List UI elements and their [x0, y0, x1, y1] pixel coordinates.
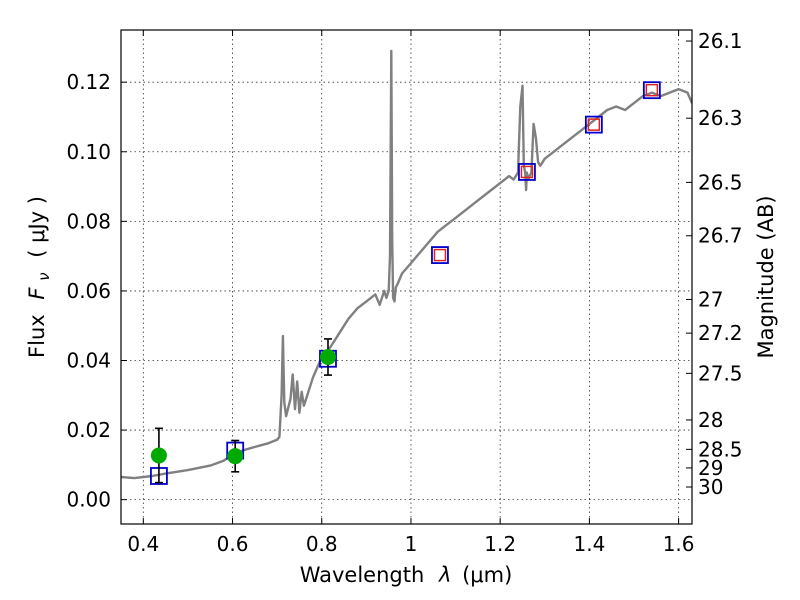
x-axis-ticks: 0.4 0.6 0.8 1 1.2 1.4 1.6 [127, 30, 695, 556]
model-photometry-inner-square [587, 118, 601, 131]
x-axis-title-unit: (μm) [462, 563, 512, 587]
model-photometry-square [584, 115, 603, 134]
y2-tick-label: 29 [698, 456, 723, 480]
y2-tick-label: 28 [698, 408, 723, 432]
y2-tick-label: 27.5 [698, 361, 743, 385]
model-photometry-square [431, 246, 449, 264]
y2-tick-label: 26.1 [698, 29, 743, 53]
y2-tick-label: 28.5 [698, 437, 743, 461]
x-axis-title-symbol: λ [438, 563, 451, 587]
y-tick-label: 0.08 [66, 209, 111, 233]
model-spectrum-line [121, 49, 692, 480]
y2-tick-label: 27.2 [698, 321, 743, 345]
y2-tick-label: 30 [698, 475, 723, 499]
model-photometry-inner-square [433, 248, 447, 262]
x-tick-label: 0.6 [217, 532, 249, 556]
y2-tick-label: 26.5 [698, 170, 743, 194]
observed-point [227, 448, 244, 465]
model-photometry-inner-square [520, 165, 534, 179]
x-tick-label: 0.8 [306, 532, 338, 556]
observed-point [319, 349, 336, 366]
y-tick-label: 0.06 [66, 279, 111, 303]
x-tick-label: 0.4 [127, 532, 159, 556]
y-tick-label: 0.10 [66, 140, 111, 164]
x-tick-label: 1.4 [573, 532, 605, 556]
grid-lines [121, 30, 692, 524]
y-axis-title-unit: ( μJy ) [25, 196, 49, 258]
y-tick-label: 0.02 [66, 418, 111, 442]
y-axis-title-symbol: F [25, 287, 49, 300]
y2-tick-label: 26.7 [698, 224, 743, 248]
x-tick-label: 1 [405, 532, 418, 556]
y-axis-ticks: 0.00 0.02 0.04 0.06 0.08 0.10 0.12 [66, 70, 127, 512]
y2-axis-title: Magnitude (AB) [754, 195, 778, 358]
y-tick-label: 0.12 [66, 70, 111, 94]
model-photometry-square [642, 81, 661, 100]
x-axis-title: Wavelength λ (μm) [300, 563, 513, 587]
model-photometry-square [518, 163, 536, 181]
x-axis-title-prefix: Wavelength [300, 563, 425, 587]
model-photometry-inner-square [645, 83, 659, 97]
y-tick-label: 0.04 [66, 348, 111, 372]
y-axis-title-prefix: Flux [25, 314, 49, 358]
x-tick-label: 1.2 [484, 532, 516, 556]
y2-tick-label: 27 [698, 287, 723, 311]
x-tick-label: 1.6 [663, 532, 695, 556]
y-tick-label: 0.00 [66, 488, 111, 512]
y-axis-title: Flux F ν ( μJy ) [25, 196, 54, 358]
plot-frame [120, 29, 693, 525]
y2-tick-label: 26.3 [698, 106, 743, 130]
observed-point [150, 447, 167, 464]
observed-photometry-markers [150, 338, 336, 484]
y-axis-title-subscript: ν [35, 272, 53, 280]
